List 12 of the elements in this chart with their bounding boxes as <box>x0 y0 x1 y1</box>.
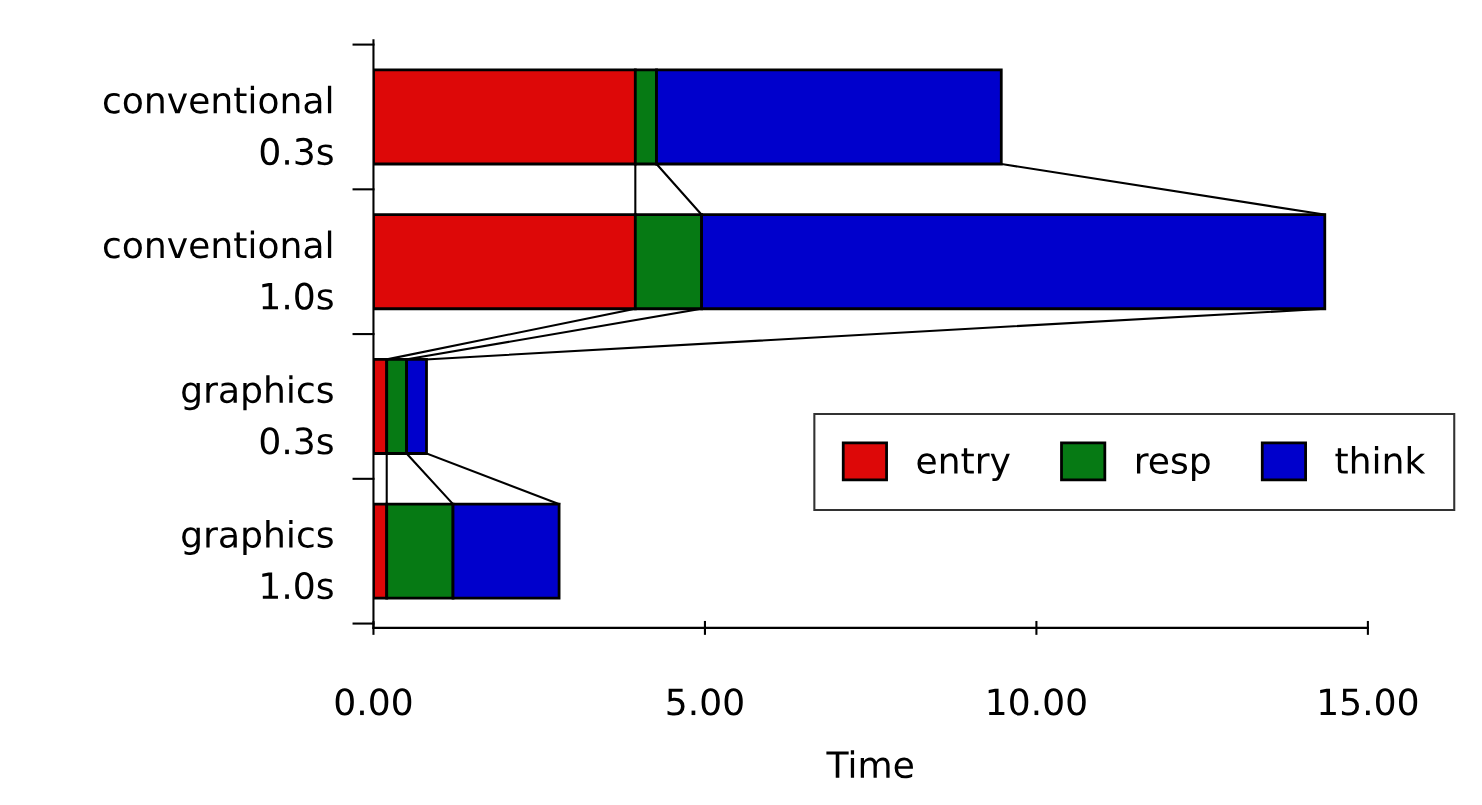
x-tick-label: 15.00 <box>1320 688 1418 716</box>
x-tick-label: 5.00 <box>667 688 743 716</box>
y-tick-label: graphics 1.0s <box>182 519 333 600</box>
legend-label: think <box>1335 446 1426 474</box>
x-axis-title: Time <box>826 750 913 779</box>
y-tick-label: conventional 1.0s <box>103 230 333 310</box>
x-tick-label: 10.00 <box>988 688 1086 716</box>
x-tick-label: 0.00 <box>335 688 412 716</box>
legend-label: resp <box>1137 453 1210 482</box>
y-tick-label: graphics 0.3s <box>182 375 333 455</box>
y-tick-label: conventional 0.3s <box>103 85 333 166</box>
legend-label: entry <box>917 448 1010 482</box>
